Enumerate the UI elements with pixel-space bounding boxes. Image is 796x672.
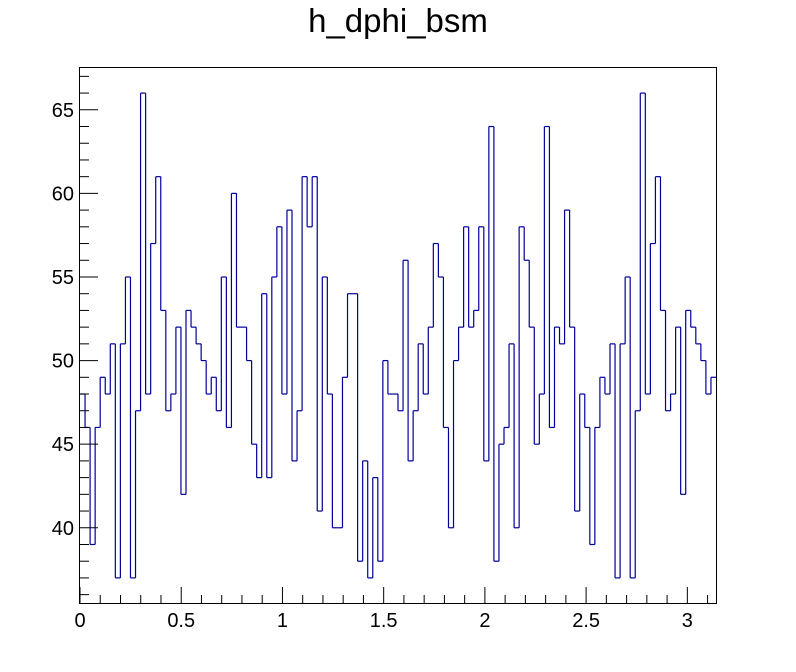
chart-title: h_dphi_bsm xyxy=(308,2,488,39)
x-tick-label: 0.5 xyxy=(167,610,195,632)
y-tick-label: 60 xyxy=(52,183,74,205)
x-tick-label: 3 xyxy=(682,610,693,632)
x-tick-label: 2 xyxy=(479,610,490,632)
y-tick-label: 45 xyxy=(52,434,74,456)
x-tick-label: 2.5 xyxy=(572,610,600,632)
x-tick-label: 1.5 xyxy=(370,610,398,632)
y-tick-label: 65 xyxy=(52,100,74,122)
y-tick-label: 55 xyxy=(52,267,74,289)
x-tick-label: 0 xyxy=(74,610,85,632)
y-tick-label: 40 xyxy=(52,518,74,540)
plot-frame xyxy=(79,67,717,604)
x-tick-label: 1 xyxy=(277,610,288,632)
y-tick-label: 50 xyxy=(52,351,74,373)
